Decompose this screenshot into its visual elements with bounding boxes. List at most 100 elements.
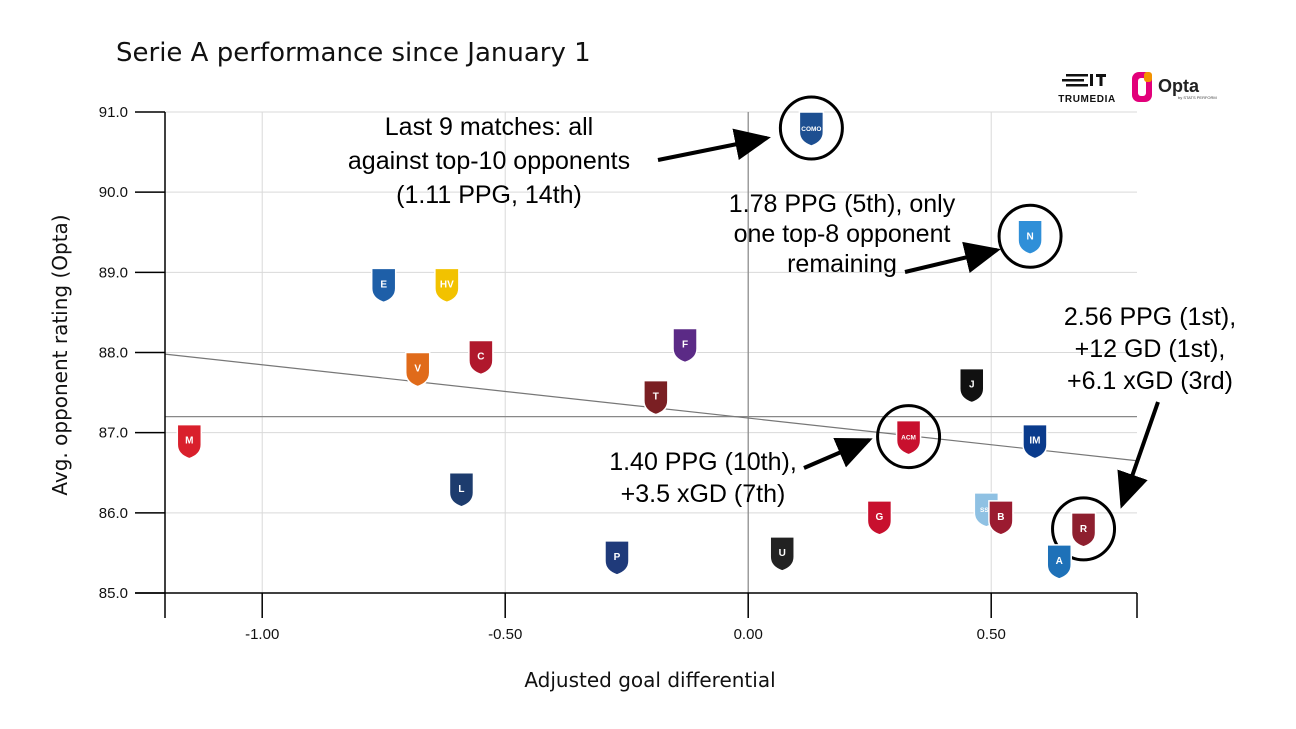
team-badge-label: ACM <box>901 435 916 442</box>
team-badge-shape <box>1046 544 1072 580</box>
opta-wordmark: Opta <box>1158 76 1200 96</box>
annotation-text-line: +6.1 xGD (3rd) <box>1067 367 1233 395</box>
team-badge-shape <box>959 367 985 404</box>
team-badge-shape <box>895 419 922 456</box>
team-badge-label: A <box>1056 556 1063 567</box>
x-tick-label: -0.50 <box>488 626 522 643</box>
team-badge-shape <box>1017 219 1043 256</box>
team-badge-shape <box>404 351 431 388</box>
team-badge-label: J <box>969 380 975 391</box>
team-badge-label: HV <box>440 279 454 290</box>
team-badge-label: T <box>653 392 659 403</box>
team-badge-shape <box>988 500 1014 536</box>
team-badge-label: E <box>380 279 387 290</box>
team-badge-label: IM <box>1029 436 1040 447</box>
annotation-como: Last 9 matches: all against top-10 oppone… <box>348 113 771 209</box>
team-badge-shape <box>468 339 494 376</box>
team-badge-label: G <box>876 512 884 523</box>
trumedia-wordmark: TRUMEDIA <box>1058 94 1116 105</box>
team-point-lazio: SSL <box>973 492 1000 528</box>
y-tick-label: 91.0 <box>99 104 128 121</box>
team-badge-label: V <box>414 364 421 375</box>
team-badge-shape <box>434 267 460 304</box>
team-point-empoli: E <box>370 267 397 304</box>
annotation-arrow <box>1117 401 1160 509</box>
x-tick-label: 0.50 <box>977 626 1006 643</box>
team-point-udinese: U <box>769 536 795 572</box>
opta-sub-wordmark: by STATS PERFORM <box>1178 95 1217 100</box>
y-tick-label: 90.0 <box>99 184 128 201</box>
trumedia-logo: TRUMEDIA <box>1058 74 1116 105</box>
annotation-milan: 1.40 PPG (10th), +3.5 xGD (7th) <box>609 437 873 508</box>
team-point-verona: HV <box>434 267 460 304</box>
annotation-arrow <box>803 437 873 470</box>
annotation-text-line: +3.5 xGD (7th) <box>621 480 786 508</box>
team-badge-shape <box>672 327 698 364</box>
team-point-inter: IM <box>1022 423 1048 460</box>
team-badge-shape <box>448 472 475 508</box>
team-badge-shape <box>643 379 669 416</box>
team-point-milan: ACM <box>876 404 942 470</box>
team-point-cagliari: C <box>468 339 494 376</box>
team-badge-shape <box>604 540 630 576</box>
annotation-text-line: against top-10 opponents <box>348 147 630 175</box>
team-badge-label: F <box>682 339 688 350</box>
team-badge-shape <box>866 500 893 536</box>
highlight-ring <box>1051 496 1117 562</box>
team-point-atalanta: A <box>1046 544 1072 580</box>
y-tick-label: 88.0 <box>99 345 128 362</box>
trend-line <box>164 353 1138 462</box>
y-axis-label: Avg. opponent rating (Opta) <box>48 214 72 496</box>
team-point-bologna: B <box>988 500 1014 536</box>
team-badge-shape <box>176 423 203 460</box>
annotation-text-line: one top-8 opponent <box>734 220 951 248</box>
y-tick-label: 89.0 <box>99 264 128 281</box>
annotation-text-line: remaining <box>787 250 897 278</box>
team-point-roma: R <box>1051 496 1117 562</box>
annotation-text-line: 2.56 PPG (1st), <box>1064 303 1236 331</box>
team-badge-label: B <box>997 512 1004 523</box>
team-badge-shape <box>1070 512 1097 548</box>
team-badge-shape <box>973 492 1000 528</box>
annotation-arrow <box>657 128 771 162</box>
x-tick-label: -1.00 <box>245 626 279 643</box>
team-badge-label: N <box>1026 231 1033 242</box>
annotation-text-line: 1.40 PPG (10th), <box>609 448 797 476</box>
highlight-ring <box>876 404 942 470</box>
y-tick-label: 86.0 <box>99 505 128 522</box>
team-point-parma: P <box>604 540 630 576</box>
team-badge-label: M <box>185 436 193 447</box>
team-badge-label: SSL <box>980 507 993 514</box>
y-tick-label: 87.0 <box>99 425 128 442</box>
team-point-monza: M <box>176 423 203 460</box>
team-badge-shape <box>1022 423 1048 460</box>
team-badge-label: R <box>1080 524 1088 535</box>
team-badge-label: P <box>614 552 621 563</box>
annotation-text-line: +12 GD (1st), <box>1075 335 1226 363</box>
team-badge-shape <box>769 536 795 572</box>
team-point-torino: T <box>643 379 669 416</box>
chart-title: Serie A performance since January 1 <box>116 38 591 68</box>
team-point-fiorentina: F <box>672 327 698 364</box>
team-point-lecce: L <box>448 472 475 508</box>
x-tick-label: 0.00 <box>734 626 763 643</box>
annotation-text-line: Last 9 matches: all <box>385 113 593 141</box>
annotation-roma: 2.56 PPG (1st), +12 GD (1st), +6.1 xGD (3r… <box>1064 303 1236 509</box>
annotation-arrow <box>904 241 1001 274</box>
y-tick-label: 85.0 <box>99 585 128 602</box>
team-badge-shape <box>370 267 397 304</box>
highlight-ring <box>997 203 1063 269</box>
team-badge-label: U <box>779 548 786 559</box>
opta-logo: Opta by STATS PERFORM <box>1132 72 1217 102</box>
team-badge-label: C <box>477 352 484 363</box>
highlight-ring <box>778 95 844 161</box>
team-point-como: COMO <box>778 95 844 161</box>
team-badge-shape <box>798 111 825 147</box>
team-point-juventus: J <box>959 367 985 404</box>
annotation-text-line: 1.78 PPG (5th), only <box>729 190 956 218</box>
team-badge-label: L <box>458 484 464 495</box>
team-point-napoli: N <box>997 203 1063 269</box>
team-point-venezia: V <box>404 351 431 388</box>
